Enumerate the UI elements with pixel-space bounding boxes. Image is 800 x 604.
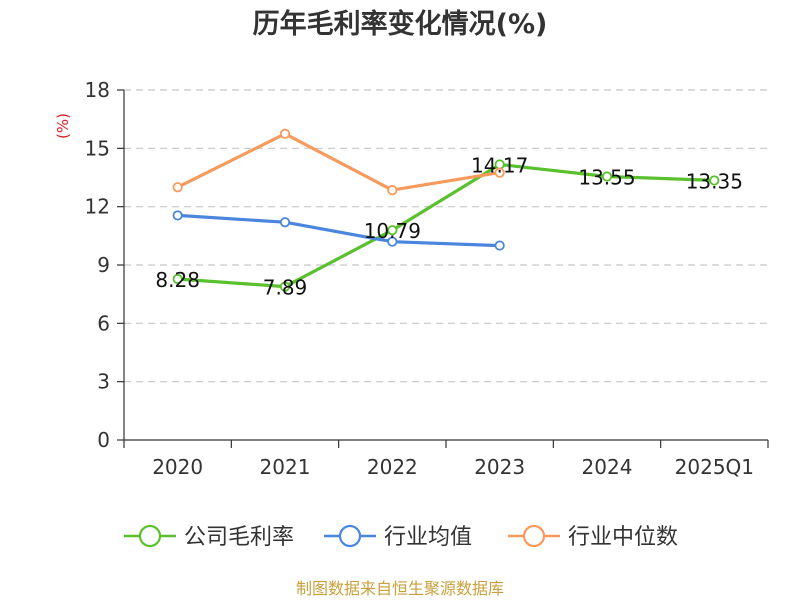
legend-item: 行业中位数 [508, 524, 678, 550]
grid-layer [124, 89, 768, 383]
data-point [387, 185, 398, 196]
legend-item: 行业均值 [324, 524, 472, 550]
legend-marker [338, 524, 362, 548]
data-label: 13.55 [578, 166, 635, 190]
chart-title: 历年毛利率变化情况(%) [253, 8, 548, 40]
x-tick-label: 2024 [582, 455, 633, 479]
y-tick-label: 12 [85, 195, 110, 219]
x-tick-label: 2021 [260, 455, 311, 479]
data-point [279, 217, 291, 228]
series-line-1 [176, 162, 716, 289]
data-label: 14.17 [471, 153, 528, 177]
x-tick-label: 2023 [474, 455, 525, 479]
data-point [279, 281, 291, 292]
legend-label: 行业中位数 [568, 525, 678, 550]
legend-marker [522, 524, 546, 548]
x-tick-label: 2020 [152, 455, 203, 479]
series-layer [172, 128, 720, 292]
y-tick-label: 15 [85, 136, 110, 160]
y-tick-label: 0 [97, 428, 110, 452]
y-tick-label: 3 [97, 370, 110, 394]
data-point [709, 175, 720, 186]
legend-marker [138, 524, 162, 548]
axis-layer: 0 3 6 9 12 15 18 2020 2021 2022 2023 2024 2025Q1 [85, 78, 769, 479]
legend-label: 公司毛利率 [184, 525, 294, 550]
x-tick-label: 2025Q1 [675, 455, 754, 479]
data-point [172, 273, 183, 285]
x-tick-label: 2022 [367, 455, 418, 479]
data-point [172, 182, 183, 193]
source-note: 制图数据来自恒生聚源数据库 [296, 579, 504, 598]
y-tick-label: 9 [97, 253, 110, 277]
series-line-2 [176, 213, 502, 248]
data-point [172, 210, 183, 221]
y-axis-unit-label: (%) [54, 113, 72, 139]
data-label: 13.35 [686, 169, 743, 193]
data-point [387, 225, 398, 236]
data-point [601, 171, 613, 182]
legend-label: 行业均值 [384, 525, 472, 550]
y-tick-label: 18 [85, 78, 110, 102]
data-label: 7.89 [263, 276, 308, 300]
data-label-layer: 8.28 7.89 10.79 14.17 13.55 13.35 [155, 153, 743, 299]
data-point [494, 240, 505, 251]
data-point [494, 167, 505, 178]
series-line-3 [176, 132, 502, 192]
y-tick-label: 6 [97, 311, 110, 335]
legend-item: 公司毛利率 [124, 524, 294, 550]
data-label: 8.28 [155, 268, 200, 292]
data-point [387, 236, 398, 247]
legend: 公司毛利率 行业均值 行业中位数 [124, 524, 678, 550]
data-point [279, 128, 291, 139]
data-label: 10.79 [364, 219, 421, 243]
